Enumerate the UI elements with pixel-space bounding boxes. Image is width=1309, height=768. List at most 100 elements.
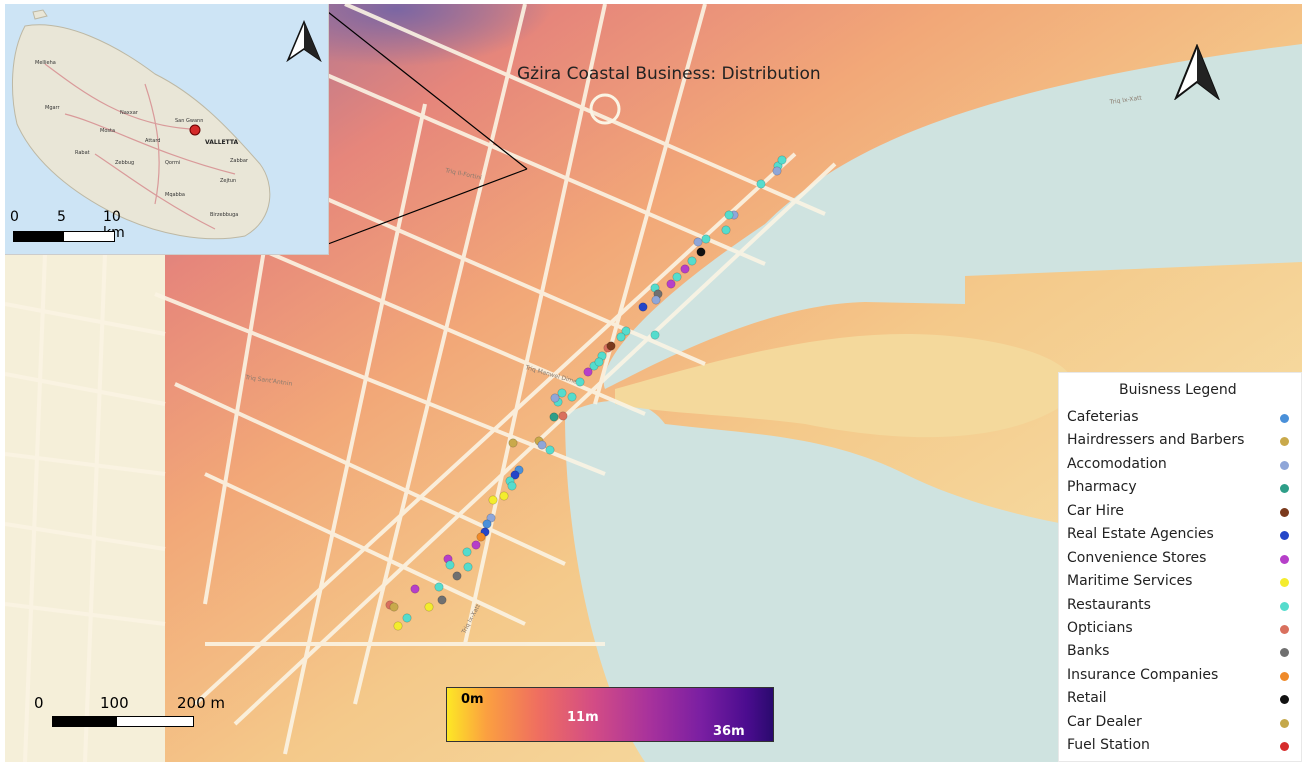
roundabout [589,93,621,125]
legend-swatch [1280,648,1289,657]
legend-item-real-estate: Real Estate Agencies [1067,524,1295,547]
legend-swatch [1280,672,1289,681]
legend-item-cafeterias: Cafeterias [1067,407,1295,430]
business-point[interactable] [437,595,447,605]
business-point[interactable] [389,602,399,612]
main-scale-bar: 0 100 200 m [30,694,240,734]
scale-label: 200 m [177,694,226,712]
business-point[interactable] [434,582,444,592]
place-label: Mellieha [35,60,56,66]
legend-swatch [1280,625,1289,634]
legend-swatch [1280,414,1289,423]
business-point[interactable] [488,495,498,505]
legend-item-banks: Banks [1067,641,1295,664]
business-point[interactable] [499,491,509,501]
business-point[interactable] [463,562,473,572]
business-point[interactable] [486,513,496,523]
business-point[interactable] [772,166,782,176]
business-point[interactable] [606,341,616,351]
legend-swatch [1280,555,1289,564]
business-point[interactable] [680,264,690,274]
legend-swatch [1280,437,1289,446]
business-point[interactable] [508,438,518,448]
business-point[interactable] [482,519,492,529]
business-point[interactable] [650,330,660,340]
business-point[interactable] [638,302,648,312]
place-label: San Gwann [175,118,203,124]
legend-title: Buisness Legend [1119,382,1237,398]
business-point[interactable] [687,256,697,266]
business-point[interactable] [672,272,682,282]
extent-line [327,11,528,170]
malta-island [12,24,271,240]
legend-item-accomodation: Accomodation [1067,454,1295,477]
business-point[interactable] [777,155,787,165]
place-label: Birzebbuga [210,212,238,218]
business-point[interactable] [621,326,631,336]
business-point[interactable] [594,357,604,367]
business-point[interactable] [476,532,486,542]
legend-swatch [1280,531,1289,540]
inset-places: Mellieha Mgarr Naxxar San Gwann Mosta At… [35,60,249,218]
business-point[interactable] [756,179,766,189]
legend-swatch [1280,719,1289,728]
business-point[interactable] [549,412,559,422]
business-point[interactable] [567,392,577,402]
business-point[interactable] [410,584,420,594]
inset-map: Mellieha Mgarr Naxxar San Gwann Mosta At… [5,4,329,255]
business-point[interactable] [545,445,555,455]
place-label: Zejtun [220,178,236,184]
business-point[interactable] [557,388,567,398]
legend-item-car-dealer: Car Dealer [1067,712,1295,735]
business-point[interactable] [424,602,434,612]
legend-item-insurance: Insurance Companies [1067,665,1295,688]
scale-label: 100 [100,694,129,712]
place-label: Naxxar [120,110,139,116]
depth-label: 36m [713,724,745,739]
business-point[interactable] [724,210,734,220]
business-point[interactable] [507,481,517,491]
place-label: Mosta [100,128,115,134]
business-point[interactable] [558,411,568,421]
map-title: Gżira Coastal Business: Distribution [517,64,821,84]
business-point[interactable] [402,613,412,623]
business-point[interactable] [393,621,403,631]
business-point[interactable] [462,547,472,557]
business-point[interactable] [550,393,560,403]
business-point[interactable] [575,377,585,387]
business-point[interactable] [471,540,481,550]
legend-item-pharmacy: Pharmacy [1067,477,1295,500]
place-label: Zebbug [115,160,134,166]
business-point[interactable] [721,225,731,235]
business-point[interactable] [616,332,626,342]
legend-swatch [1280,484,1289,493]
business-point[interactable] [666,279,676,289]
place-label: Rabat [75,150,90,156]
business-point[interactable] [510,470,520,480]
business-point[interactable] [701,234,711,244]
scale-label: 5 [57,209,66,225]
legend-swatch [1280,695,1289,704]
sea-area [603,44,1302,389]
legend-item-retail: Retail [1067,688,1295,711]
business-point[interactable] [696,247,706,257]
place-label: Attard [145,138,160,144]
depth-color-ramp: 0m 11m 36m [446,687,774,742]
place-label: Mgarr [45,105,61,111]
place-label: Mqabba [165,192,185,198]
north-arrow-icon [286,20,322,62]
inset-scale-bar: 0 5 10 km [10,209,125,249]
business-point[interactable] [651,295,661,305]
legend-swatch [1280,578,1289,587]
legend-swatch [1280,742,1289,751]
extent-line [327,168,528,245]
legend-item-opticians: Opticians [1067,618,1295,641]
business-point[interactable] [693,237,703,247]
business-point[interactable] [583,367,593,377]
business-point[interactable] [537,440,547,450]
north-arrow-icon [1174,44,1220,100]
place-label: Zabbar [230,158,249,164]
business-point[interactable] [452,571,462,581]
business-legend: Buisness Legend Cafeterias Hairdressers … [1059,373,1301,761]
business-point[interactable] [445,560,455,570]
